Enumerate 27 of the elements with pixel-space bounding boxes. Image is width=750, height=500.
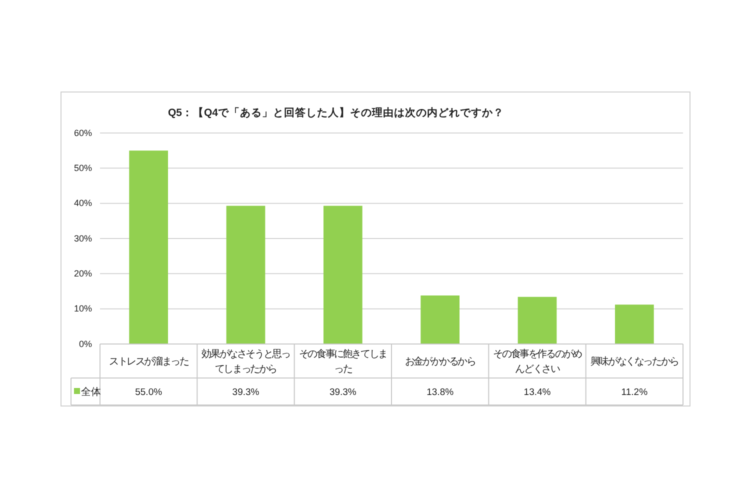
x-tick-label: 興味がなくなったから xyxy=(590,356,679,368)
x-tick-label: 効果がなさそうと思ってしまったから xyxy=(202,348,290,375)
y-tick-label: 20% xyxy=(74,268,92,279)
data-label: 13.4% xyxy=(524,387,552,398)
bar xyxy=(614,304,654,344)
y-tick-label: 60% xyxy=(74,128,92,138)
legend-label: 全体 xyxy=(81,386,101,398)
bar xyxy=(323,206,362,344)
y-tick-label: 40% xyxy=(74,198,92,208)
y-tick-label: 0% xyxy=(78,338,92,349)
y-tick-label: 30% xyxy=(74,233,92,244)
x-tick-label: その食事を作るのがめんどくさい xyxy=(493,348,582,375)
bar xyxy=(420,295,460,344)
bar xyxy=(226,206,266,344)
bar xyxy=(518,296,557,344)
x-tick-label: その食事に飽きてしまった xyxy=(298,348,387,375)
data-label: 11.2% xyxy=(621,387,648,398)
x-tick-label: お金がかかるから xyxy=(404,356,476,368)
data-label: 39.3% xyxy=(232,387,260,398)
y-tick-label: 50% xyxy=(74,163,92,174)
data-label: 55.0% xyxy=(135,387,163,398)
data-label: 13.8% xyxy=(426,387,454,398)
chart-title: Q5：【Q4で「ある」と回答した人】その理由は次の内どれですか？ xyxy=(168,106,504,119)
data-label: 39.3% xyxy=(329,387,357,398)
bar xyxy=(129,150,168,344)
x-tick-label: ストレスが溜まった xyxy=(108,356,190,368)
y-tick-label: 10% xyxy=(74,304,92,314)
